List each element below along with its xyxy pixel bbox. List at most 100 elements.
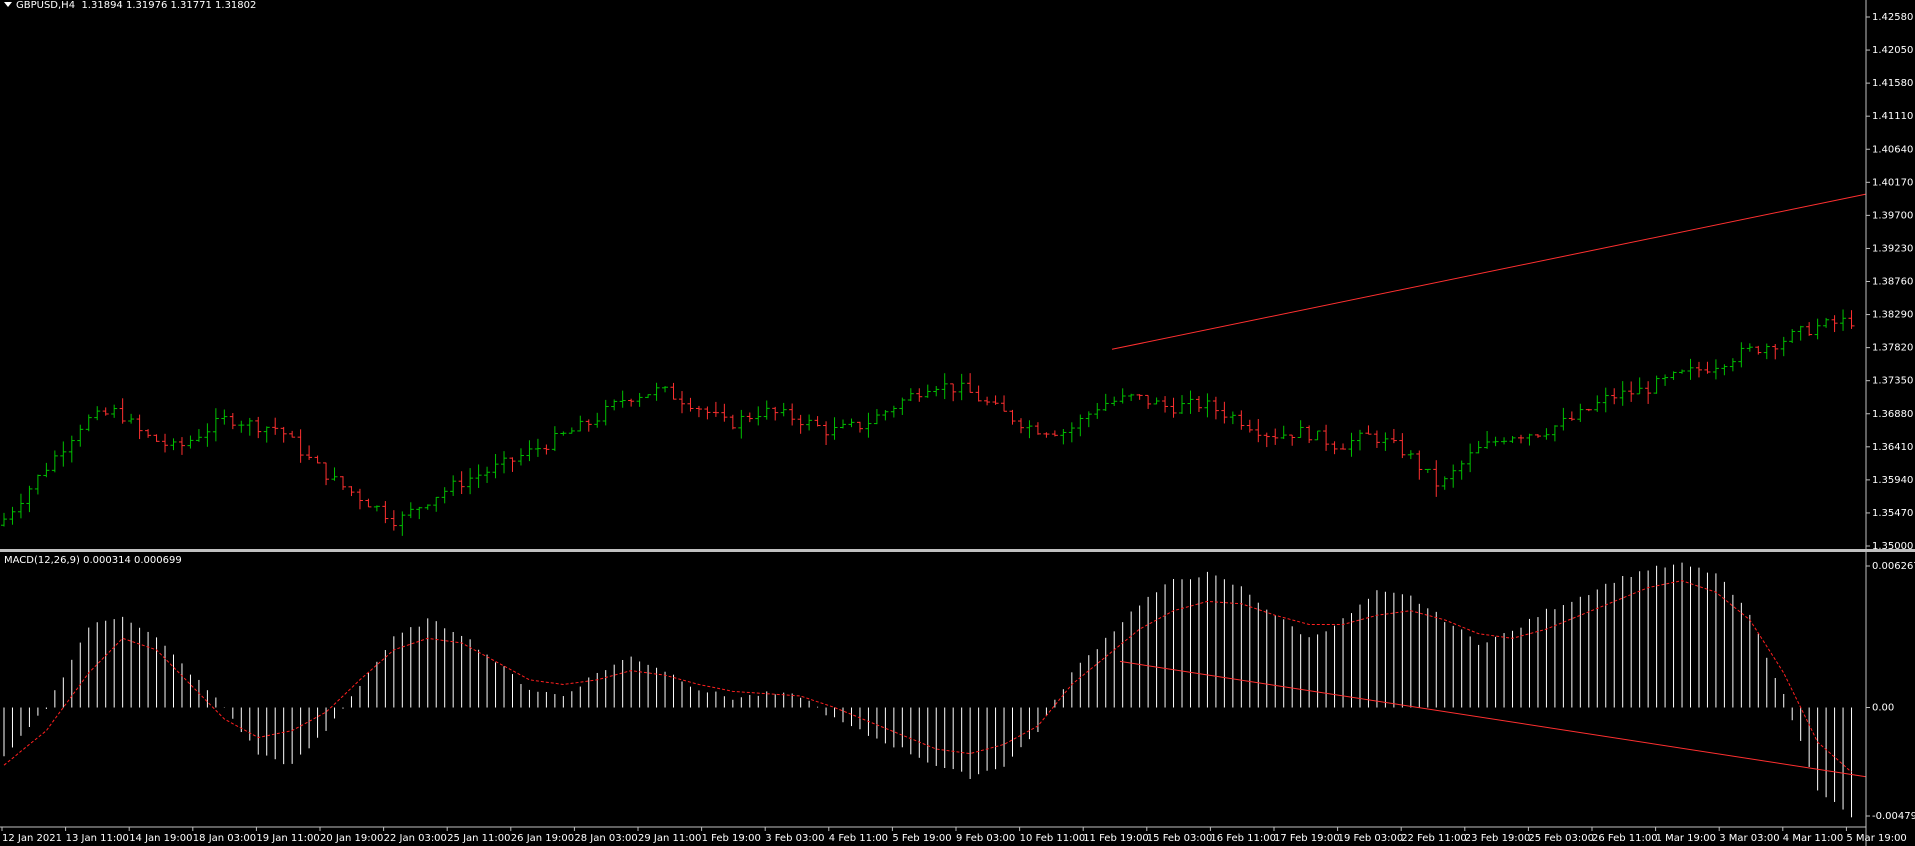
price-bar [729, 414, 736, 430]
price-bar [94, 406, 101, 421]
price-bar [924, 384, 931, 398]
price-bar [441, 487, 448, 504]
price-bar [85, 414, 92, 432]
price-bar [1348, 432, 1355, 457]
x-tick-label: 4 Feb 11:00 [829, 833, 888, 844]
price-bar [865, 412, 872, 438]
x-tick-label: 26 Feb 11:00 [1592, 833, 1658, 844]
price-bar [1670, 371, 1677, 380]
price-bar [1433, 460, 1440, 497]
price-bar [1187, 390, 1194, 414]
price-bar [1772, 344, 1779, 360]
x-tick-label: 22 Feb 11:00 [1401, 833, 1467, 844]
price-bar [1221, 401, 1228, 424]
price-bar [1255, 419, 1262, 443]
price-bar [1128, 393, 1135, 402]
y-tick-label: 1.39230 [1872, 243, 1913, 254]
y-tick-label: 1.42580 [1872, 12, 1913, 23]
x-tick-label: 28 Jan 03:00 [574, 833, 637, 844]
price-bar [840, 419, 847, 429]
price-bar [814, 416, 821, 427]
price-bar [238, 420, 245, 433]
price-bar [1162, 396, 1169, 413]
price-bar [204, 423, 211, 447]
price-bar [212, 408, 219, 442]
y-tick-label: 1.35000 [1872, 541, 1913, 552]
price-bar [585, 419, 592, 432]
price-bar [34, 474, 41, 495]
price-bar [1145, 394, 1152, 409]
dropdown-arrow-icon[interactable] [4, 2, 12, 7]
price-bar [1721, 364, 1728, 376]
price-bar [1729, 358, 1736, 372]
price-bar [43, 462, 50, 478]
x-tick-label: 14 Jan 19:00 [129, 833, 192, 844]
price-bar [916, 388, 923, 402]
price-bar [890, 405, 897, 418]
x-tick-label: 26 Jan 19:00 [511, 833, 574, 844]
price-bar [1543, 428, 1550, 440]
price-bar [1246, 419, 1253, 433]
y-tick-label: 1.39700 [1872, 210, 1913, 221]
price-bar [1085, 411, 1092, 428]
price-bar [1645, 381, 1652, 404]
price-bar [1492, 436, 1499, 447]
price-bar [331, 467, 338, 481]
price-bar [1373, 430, 1380, 448]
price-bar [1, 512, 7, 527]
x-tick-label: 13 Jan 11:00 [66, 833, 129, 844]
price-bar [492, 454, 499, 479]
price-bar [1390, 428, 1397, 444]
price-bar [458, 471, 465, 494]
price-bar [882, 409, 889, 421]
x-tick-label: 25 Jan 11:00 [447, 833, 510, 844]
price-bar [1551, 425, 1558, 442]
price-bar [645, 394, 652, 399]
price-bar [1823, 317, 1830, 328]
ohlc-values: 1.31894 1.31976 1.31771 1.31802 [81, 0, 257, 11]
price-bar [670, 382, 677, 400]
price-bar [17, 493, 24, 519]
price-bar [1534, 434, 1541, 438]
price-bar [280, 426, 287, 443]
price-bar [907, 388, 914, 402]
price-bar [289, 430, 296, 438]
price-bar [1501, 437, 1508, 445]
price-bar [1619, 381, 1626, 406]
x-tick-label: 18 Jan 03:00 [193, 833, 256, 844]
price-bar [407, 502, 414, 519]
price-bar [1712, 359, 1719, 380]
x-tick-label: 22 Jan 03:00 [384, 833, 447, 844]
price-bar [619, 390, 626, 408]
x-tick-label: 1 Feb 19:00 [702, 833, 761, 844]
price-bar [399, 511, 406, 536]
price-bar [636, 392, 643, 407]
price-bar [789, 403, 796, 426]
price-bar [1560, 407, 1567, 431]
price-bar [1043, 432, 1050, 438]
price-bar [416, 506, 423, 520]
price-bar [551, 426, 558, 452]
price-bar [763, 400, 770, 420]
price-bar [568, 427, 575, 434]
price-bar [119, 398, 126, 424]
price-bar [958, 373, 965, 401]
main-price-pane [1, 193, 1867, 536]
price-bar [704, 406, 711, 420]
price-bar [509, 457, 516, 472]
y-tick-label: 1.38290 [1872, 310, 1913, 321]
y-tick-label: 1.42050 [1872, 45, 1913, 56]
price-bar [992, 395, 999, 405]
price-bar [1179, 395, 1186, 414]
y-tick-label: 1.40640 [1872, 144, 1913, 155]
price-bar [1289, 434, 1296, 446]
price-bar [178, 437, 185, 455]
price-bar [1585, 408, 1592, 412]
price-bar [1212, 396, 1219, 420]
price-bar [1526, 433, 1533, 446]
price-bar [153, 434, 160, 442]
price-bar [1238, 410, 1245, 430]
y-tick-label: 1.38760 [1872, 277, 1913, 288]
